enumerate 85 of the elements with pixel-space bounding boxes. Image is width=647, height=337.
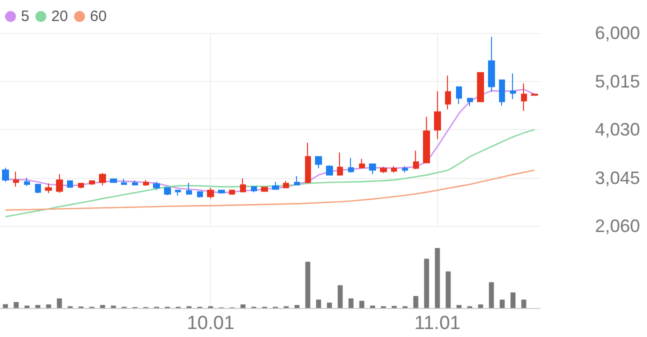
bar xyxy=(240,304,246,308)
candlestick xyxy=(305,142,311,184)
candlestick xyxy=(186,182,192,195)
candlestick xyxy=(24,177,30,186)
candlestick xyxy=(369,163,376,175)
y-tick-label: 4,030 xyxy=(594,120,640,140)
candlestick xyxy=(467,98,473,106)
candlestick xyxy=(143,179,149,186)
candlestick xyxy=(413,150,419,170)
candlestick xyxy=(110,178,117,184)
candlestick xyxy=(99,172,106,186)
candlestick xyxy=(348,157,354,174)
candlestick xyxy=(56,174,63,194)
candlestick xyxy=(197,191,203,198)
bar xyxy=(510,292,516,308)
candlestick xyxy=(89,180,95,186)
y-tick-label: 3,045 xyxy=(594,168,640,188)
bar xyxy=(434,248,440,308)
candlestick xyxy=(164,187,171,196)
candlestick xyxy=(488,36,495,92)
candlestick xyxy=(423,116,430,164)
bar xyxy=(413,296,418,308)
bar xyxy=(456,305,462,308)
bar xyxy=(46,304,52,308)
candlestick xyxy=(132,180,138,186)
candlestick xyxy=(359,158,365,169)
candlestick xyxy=(240,178,246,192)
x-tick-label: 10.01 xyxy=(186,313,234,334)
bar xyxy=(326,302,332,308)
candlestick xyxy=(456,86,462,105)
line-series xyxy=(4,128,536,218)
bar xyxy=(424,258,430,308)
candlestick xyxy=(121,178,127,185)
bar xyxy=(478,304,484,308)
bar xyxy=(35,305,40,308)
candlestick xyxy=(13,171,19,188)
y-tick-label: 6,000 xyxy=(594,23,640,43)
candlestick xyxy=(175,189,181,196)
candlestick xyxy=(283,180,289,189)
candlestick xyxy=(391,166,397,174)
legend-label: 20 xyxy=(51,8,68,25)
legend-label: 5 xyxy=(21,8,30,25)
candlestick xyxy=(521,82,527,112)
bar xyxy=(305,262,310,308)
bar xyxy=(316,300,322,308)
candlestick xyxy=(326,164,333,176)
bar xyxy=(348,298,354,308)
candlestick xyxy=(402,166,408,174)
candlestick xyxy=(477,72,484,102)
candlestick xyxy=(67,180,73,188)
candlestick xyxy=(272,181,279,190)
candlestick xyxy=(45,182,52,194)
y-tick-label: 2,060 xyxy=(594,216,640,236)
bar xyxy=(521,300,526,308)
candlestick xyxy=(315,156,322,169)
bar xyxy=(14,302,19,308)
candlestick xyxy=(434,90,441,140)
line-series xyxy=(4,170,536,211)
legend-label: 60 xyxy=(90,8,107,25)
candlestick xyxy=(445,75,451,110)
candlestick xyxy=(153,181,160,190)
candlestick xyxy=(2,167,9,182)
bar xyxy=(56,298,62,308)
candlestick xyxy=(218,189,225,194)
candlestick xyxy=(207,187,214,200)
candlestick xyxy=(510,72,516,100)
candlestick xyxy=(380,166,387,174)
candlestick xyxy=(499,80,505,106)
candlestick xyxy=(35,184,41,194)
bar xyxy=(446,271,451,308)
bar xyxy=(294,305,300,308)
bar xyxy=(338,285,343,308)
candlestick xyxy=(261,186,268,192)
x-tick-label: 11.01 xyxy=(414,313,460,334)
bar xyxy=(500,300,505,308)
candlestick xyxy=(78,182,84,189)
candlestick xyxy=(251,186,257,193)
candlestick xyxy=(229,189,235,196)
y-tick-label: 5,015 xyxy=(594,71,640,92)
bar xyxy=(488,282,494,308)
candlestick xyxy=(337,152,343,176)
bar xyxy=(359,300,364,308)
candlestick xyxy=(294,176,300,186)
bar xyxy=(100,305,106,308)
bar xyxy=(2,304,8,308)
